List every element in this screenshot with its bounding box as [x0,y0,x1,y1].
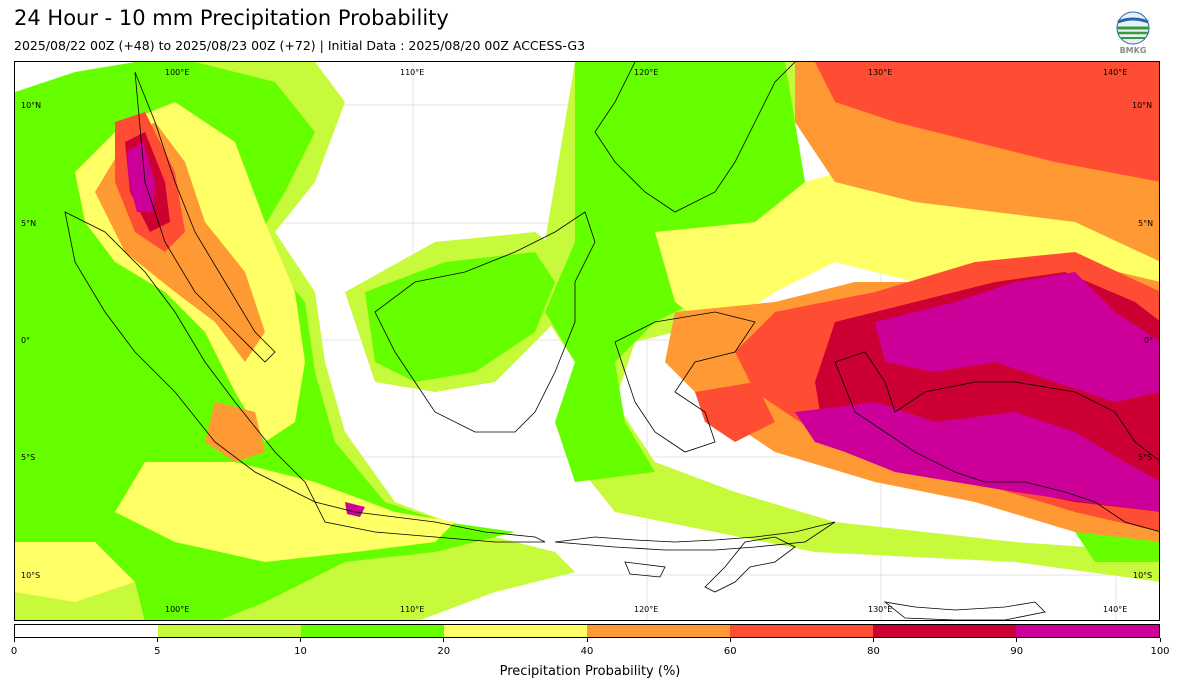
lat-label-left: 0° [21,336,31,345]
lat-label-left: 10°S [21,571,41,580]
colorbar-tick-mark [586,638,588,642]
colorbar-tick-mark [443,638,445,642]
colorbar-tick-label: 100 [1150,646,1170,657]
lon-label-bottom: 120°E [634,605,659,614]
colorbar-segment [15,625,158,637]
lon-label-top: 130°E [868,68,893,77]
colorbar-tick-mark [300,638,301,642]
lat-label-left: 10°N [21,101,42,110]
bmkg-logo: BMKG [1114,10,1152,56]
colorbar-tick-label: 20 [437,646,451,657]
colorbar-tick-label: 10 [294,646,307,657]
colorbar-tick-label: 60 [723,646,737,657]
colorbar-tick-mark [1159,638,1161,642]
colorbar-tick-label: 0 [10,646,18,657]
map-title: 24 Hour - 10 mm Precipitation Probabilit… [14,6,449,30]
coastlines [64,62,1159,620]
svg-text:BMKG: BMKG [1120,46,1147,55]
colorbar-tick-label: 80 [867,646,880,657]
lon-label-bottom: 140°E [1103,605,1128,614]
lat-label-right: 10°S [1133,571,1153,580]
lon-label-bottom: 100°E [165,605,190,614]
colorbar [14,624,1160,638]
lat-label-right: 0° [1144,336,1154,345]
lat-label-right: 10°N [1132,101,1153,110]
lon-label-top: 140°E [1103,68,1128,77]
lat-label-right: 5°S [1138,453,1153,462]
lon-label-bottom: 110°E [400,605,425,614]
colorbar-tick-mark [13,638,15,642]
colorbar-segment [158,625,301,637]
colorbar-tick-mark [729,638,731,642]
lon-label-top: 100°E [165,68,190,77]
colorbar-tick-mark [873,638,874,642]
lon-label-top: 120°E [634,68,659,77]
colorbar-segment [587,625,730,637]
lon-label-top: 110°E [400,68,425,77]
map-subtitle: 2025/08/22 00Z (+48) to 2025/08/23 00Z (… [14,38,586,53]
lat-label-left: 5°N [21,219,37,228]
colorbar-segment [873,625,1016,637]
colorbar-tick-mark [1016,638,1018,642]
colorbar-segment [444,625,587,637]
map-canvas [15,62,1159,620]
colorbar-segment [1016,625,1159,637]
lon-label-bottom: 130°E [868,605,893,614]
colorbar-label: Precipitation Probability (%) [499,664,681,679]
colorbar-segment [301,625,444,637]
precipitation-map[interactable]: 100°E 110°E 120°E 130°E 140°E 100°E 110°… [14,61,1160,621]
colorbar-tick-label: 90 [1010,646,1024,657]
colorbar-segment [730,625,873,637]
prob-90-100 [127,142,1159,517]
lat-label-left: 5°S [21,453,36,462]
colorbar-tick-mark [156,638,158,642]
colorbar-tick-label: 5 [154,646,161,657]
colorbar-tick-label: 40 [580,646,594,657]
lat-label-right: 5°N [1138,219,1154,228]
